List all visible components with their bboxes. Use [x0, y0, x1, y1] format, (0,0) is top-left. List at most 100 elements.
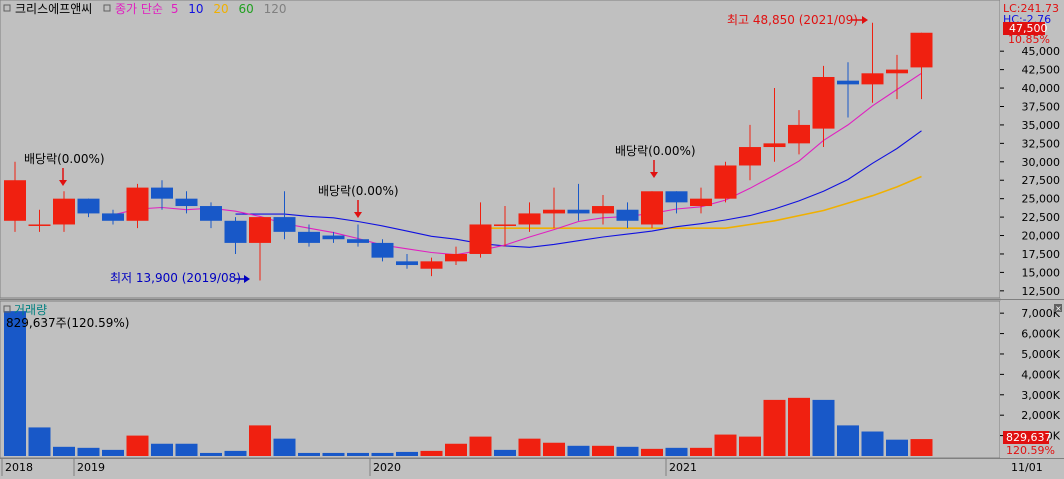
candle [224, 217, 247, 254]
price-tick-label: 17,500 [1022, 248, 1061, 261]
dividend-marker-1: 배당락(0.00%) [24, 152, 105, 186]
candle-body [53, 198, 75, 225]
volume-bar [665, 447, 688, 456]
candle [690, 187, 712, 214]
candle-body [518, 213, 541, 225]
price-tick-label: 25,000 [1022, 193, 1061, 206]
dividend-label-2: 배당락(0.00%) [318, 184, 399, 198]
price-tick-label: 45,000 [1022, 45, 1061, 58]
candlestick-series[interactable] [4, 22, 933, 281]
volume-title[interactable]: 거래량 [14, 303, 47, 317]
volume-bar [53, 446, 75, 456]
candle [665, 191, 688, 214]
volume-bar [886, 439, 908, 456]
ma-legend-10: 10 [188, 2, 203, 16]
volume-bar [690, 447, 712, 456]
candle-body [592, 206, 614, 214]
volume-bar [298, 452, 320, 456]
volume-bar [641, 448, 663, 456]
volume-tick-label: 4,000K [1021, 368, 1060, 381]
stock-name[interactable]: 크리스에프앤씨 [15, 2, 92, 16]
candle-body [690, 198, 712, 207]
price-tick-label: 22,500 [1022, 211, 1061, 224]
dividend-marker-3: 배당락(0.00%) [615, 144, 696, 178]
candle-body [788, 124, 810, 144]
volume-bar [518, 438, 541, 456]
candle [886, 54, 908, 100]
close-panel-icon: × [1055, 304, 1062, 313]
volume-bar [249, 425, 271, 456]
header-marker-icon [3, 4, 11, 12]
volume-bar [494, 449, 516, 456]
volume-bar [567, 445, 590, 456]
ma-legend[interactable]: 종가 단순 5 10 20 60 120 [115, 2, 287, 16]
candle [347, 224, 369, 247]
candle-body [298, 231, 320, 243]
price-tick-label: 32,500 [1022, 137, 1061, 150]
volume-bar [788, 397, 810, 456]
candle-body [420, 261, 443, 269]
volume-bar [396, 451, 418, 456]
volume-bar [616, 446, 639, 456]
candle-body [469, 224, 492, 254]
candle [763, 88, 786, 162]
price-tick-label: 42,500 [1022, 64, 1061, 77]
candle [371, 239, 394, 262]
volume-tick-label: 3,000K [1021, 389, 1060, 402]
candle [200, 202, 222, 229]
volume-bar [200, 452, 222, 456]
volume-bar [273, 438, 296, 456]
moving-average-lines [112, 72, 922, 256]
volume-bar [371, 452, 394, 456]
volume-bar [175, 443, 198, 456]
volume-bar [592, 445, 614, 456]
volume-tick-label: 7,000K [1021, 307, 1060, 320]
dividend-label-3: 배당락(0.00%) [615, 144, 696, 158]
price-tick-label: 27,500 [1022, 174, 1061, 187]
high-arrow-icon [862, 16, 868, 24]
candle [77, 198, 100, 218]
ma10-line [235, 130, 922, 248]
candle-body [175, 198, 198, 207]
volume-bar [420, 450, 443, 456]
candle-body [714, 165, 737, 199]
volume-tick-label: 2,000K [1021, 409, 1060, 422]
ma-legend-60: 60 [239, 2, 254, 16]
candle [420, 257, 443, 277]
volume-bar [714, 434, 737, 456]
candle [273, 191, 296, 240]
price-tick-label: 40,000 [1022, 82, 1061, 95]
price-panel-bg[interactable] [0, 0, 1001, 299]
ma-legend-title: 종가 단순 [115, 2, 163, 16]
candle [592, 194, 614, 225]
candle [445, 246, 467, 266]
volume-last-value: 829,637주(120.59%) [6, 316, 129, 330]
volume-marker-icon [3, 305, 11, 313]
candle [175, 191, 198, 214]
close-panel-button[interactable] [1054, 304, 1062, 312]
candle [739, 124, 761, 181]
candle [837, 62, 859, 118]
candle [322, 231, 345, 243]
dividend-arrow-icon-1 [59, 180, 67, 186]
candle [102, 209, 124, 225]
dividend-marker-2: 배당락(0.00%) [318, 184, 399, 218]
time-tick-label: 11/01 [1011, 461, 1043, 474]
price-axis: 45,000 42,500 40,000 37,500 35,000 32,500 30,0… [1000, 45, 1060, 298]
current-volume-value: 829,637 [1006, 431, 1052, 444]
candle [861, 22, 884, 103]
volume-bars[interactable] [4, 311, 933, 456]
candle [53, 191, 75, 232]
volume-bar [4, 311, 26, 456]
candle-body [102, 213, 124, 221]
high-annotation-text: 최고 48,850 (2021/09) [727, 13, 858, 27]
high-annotation: 최고 48,850 (2021/09) [727, 13, 868, 27]
ma20-line [480, 175, 922, 229]
lc-label: LC:241.73 [1003, 2, 1059, 15]
candle [543, 187, 565, 229]
candle [788, 110, 810, 155]
current-volume-pct: 120.59% [1006, 444, 1055, 457]
change-pct-label: 10.85% [1008, 33, 1050, 46]
